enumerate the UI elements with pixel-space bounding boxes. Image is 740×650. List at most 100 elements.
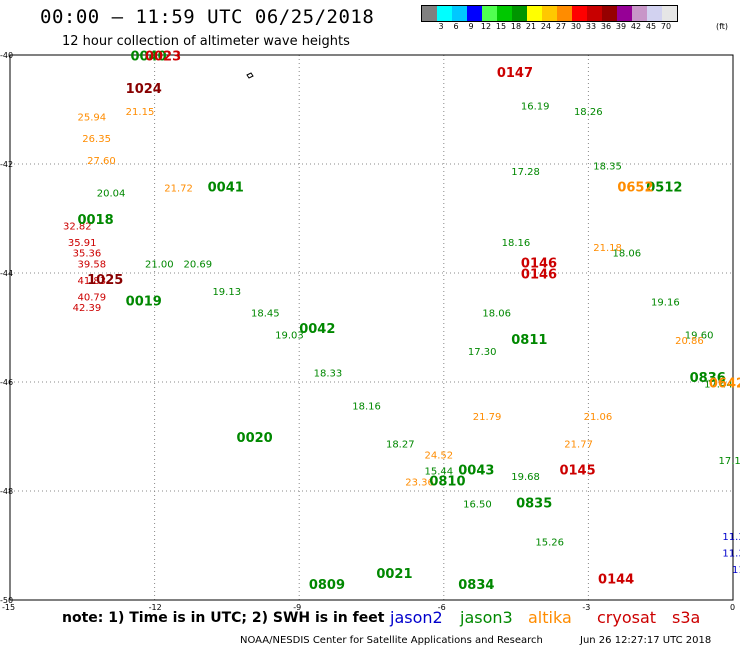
pass-time-label: 0810 [429, 475, 465, 490]
wave-height-value: 11.3 [732, 565, 740, 576]
wave-height-value: 23.36 [405, 478, 434, 489]
latitude-tick-label: -50 [0, 596, 13, 605]
island-outline [246, 72, 254, 79]
wave-height-value: 19.16 [651, 298, 680, 309]
wave-height-value: 26.35 [82, 134, 111, 145]
scale-swatch [512, 6, 527, 21]
latitude-tick-label: -48 [0, 487, 13, 496]
wave-height-values: 11.37 11.30 11.3 20.04 21.00 20.69 19.13 18.45 1… [63, 102, 740, 576]
pass-time-label: 0652 [617, 180, 653, 195]
legend-s3a: s3a [672, 608, 701, 627]
wave-height-value: 18.06 [613, 249, 642, 260]
pass-time-label: 0021 [376, 567, 412, 582]
scale-swatch [647, 6, 662, 21]
scale-swatch [617, 6, 632, 21]
note-text: note: 1) Time is in UTC; 2) SWH is in fe… [62, 610, 385, 626]
wave-height-value: 35.91 [68, 238, 97, 249]
wave-height-value: 20.69 [184, 260, 213, 271]
scale-swatch [632, 6, 647, 21]
latitude-tick-label: -40 [0, 51, 13, 60]
wave-height-value: 17.30 [468, 347, 497, 358]
longitude-tick-label: -3 [582, 603, 590, 610]
pass-time-label: 0043 [458, 464, 494, 479]
wave-height-value: 18.16 [502, 238, 531, 249]
scale-swatch [497, 6, 512, 21]
latitude-tick-label: -46 [0, 378, 13, 387]
scale-swatch [662, 6, 677, 21]
wave-height-value: 19.68 [511, 472, 540, 483]
scale-label: 3 [438, 22, 444, 31]
wave-height-value: 17.28 [511, 167, 540, 178]
scale-swatch [527, 6, 542, 21]
pass-time-label: 0809 [309, 578, 345, 593]
scale-swatch [557, 6, 572, 21]
wave-height-value: 15.44 [425, 467, 454, 478]
pass-time-label: 0018 [77, 213, 113, 228]
wave-height-value: 15.26 [535, 538, 564, 549]
pass-time-label: 0146 [521, 267, 557, 282]
wave-height-value: 16.19 [521, 102, 550, 113]
scale-swatch [572, 6, 587, 21]
pass-time-label: 0146 [521, 257, 557, 272]
wave-height-value: 42.39 [73, 303, 102, 314]
wave-height-value: 27.60 [87, 156, 116, 167]
scale-label: 12 [480, 22, 492, 31]
pass-time-label: 1024 [126, 82, 162, 97]
pass-time-label: 0642 [709, 376, 740, 391]
wave-height-value: 40.79 [77, 292, 106, 303]
footer-credit: NOAA/NESDIS Center for Satellite Applica… [240, 635, 543, 646]
scale-swatch [542, 6, 557, 21]
pass-time-label: 0145 [559, 464, 595, 479]
wave-height-value: 18.16 [352, 401, 381, 412]
wave-height-value: 21.00 [145, 260, 174, 271]
wave-height-value: 39.58 [77, 260, 106, 271]
wave-height-value: 18.26 [574, 107, 603, 118]
wave-height-value: 11.30 [722, 548, 740, 559]
wave-height-value: 20.86 [675, 336, 704, 347]
wave-height-value: 19.60 [685, 330, 714, 341]
scale-label: 45 [645, 22, 657, 31]
wave-height-value: 20.04 [97, 189, 126, 200]
wave-height-value: 18.06 [482, 309, 511, 320]
axis-ticks: -40 -42 -44 -46 -48 -50-15 -12 -9 -6 -3 0 [0, 51, 735, 610]
pass-time-label: 0512 [646, 180, 682, 195]
pass-time-label: 0836 [690, 371, 726, 386]
wave-height-value: 21.06 [584, 412, 613, 423]
pass-time-label: 1025 [87, 273, 123, 288]
wave-height-value: 21.18 [593, 243, 622, 254]
scale-swatch [422, 6, 437, 21]
pass-time-label: 0019 [126, 295, 162, 310]
scale-swatch [467, 6, 482, 21]
pass-time-label: 0811 [511, 333, 547, 348]
page-title: 00:00 – 11:59 UTC 06/25/2018 [40, 6, 375, 28]
map-frame [9, 54, 734, 601]
wave-height-value: 18.45 [251, 309, 280, 320]
scale-label: 36 [600, 22, 612, 31]
latitude-tick-label: -42 [0, 160, 13, 169]
legend-cryosat: cryosat [597, 608, 657, 627]
pass-time-label: 0020 [237, 431, 273, 446]
pass-time-label: 0042 [299, 322, 335, 337]
wave-height-value: 32.82 [63, 221, 92, 232]
wave-height-value: 17.44 [704, 379, 733, 390]
wave-height-value: 18.33 [314, 369, 343, 380]
scale-label: 42 [630, 22, 642, 31]
scale-swatch [482, 6, 497, 21]
longitude-tick-label: -6 [438, 603, 446, 610]
wave-height-color-scale [421, 5, 678, 22]
longitude-tick-label: -15 [2, 603, 15, 610]
scale-label: 21 [525, 22, 537, 31]
wave-height-value: 21.79 [473, 412, 502, 423]
longitude-tick-label: -12 [149, 603, 162, 610]
color-scale-labels: 3 6 9 12 15 18 21 24 27 30 33 36 39 42 45 70 [421, 22, 740, 34]
scale-label: 18 [510, 22, 522, 31]
scale-label: 24 [540, 22, 552, 31]
page-subtitle: 12 hour collection of altimeter wave hei… [62, 34, 350, 49]
wave-height-value: 16.50 [463, 499, 492, 510]
scale-label: 70 [660, 22, 672, 31]
scale-swatch [587, 6, 602, 21]
wave-height-value: 11.37 [722, 532, 740, 543]
wave-height-value: 21.15 [126, 107, 155, 118]
wave-height-value: 21.77 [564, 439, 593, 450]
